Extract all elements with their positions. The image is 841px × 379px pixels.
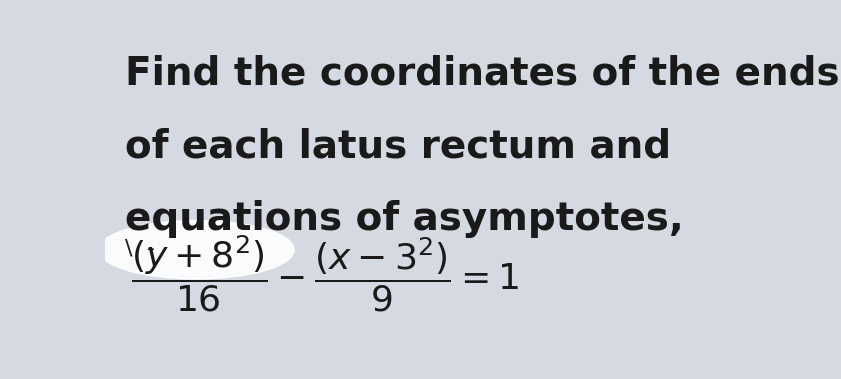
Text: $\dfrac{(y+8^2)}{16} - \dfrac{(x-3^2)}{9} = 1$: $\dfrac{(y+8^2)}{16} - \dfrac{(x-3^2)}{9… xyxy=(131,233,519,314)
Text: equations of asymptotes,: equations of asymptotes, xyxy=(124,200,684,238)
Text: \  -: \ - xyxy=(124,238,155,258)
Ellipse shape xyxy=(98,221,294,279)
Text: of each latus rectum and: of each latus rectum and xyxy=(124,127,671,165)
Text: Find the coordinates of the ends: Find the coordinates of the ends xyxy=(124,54,839,92)
